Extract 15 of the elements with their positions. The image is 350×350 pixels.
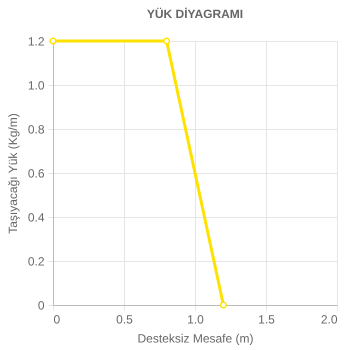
y-axis-title: Taşıyacağı Yük (Kg/m) (6, 113, 20, 234)
x-tick-label: 2.0 (320, 312, 338, 326)
x-tick-label: 1.0 (187, 312, 204, 326)
y-tick-label: 0 (38, 298, 45, 312)
x-tick-label: 1.5 (258, 312, 276, 326)
y-tick-label: 1.2 (28, 34, 45, 48)
y-tick-label: 0.2 (28, 254, 45, 268)
x-tick-label: 0 (54, 312, 60, 326)
x-tick-label: 0.5 (116, 312, 134, 326)
chart-title: YÜK DİYAGRAMI (146, 7, 244, 21)
y-tick-label: 0.4 (28, 210, 45, 224)
y-tick-label: 0.8 (28, 122, 45, 136)
x-axis-title: Desteksiz Mesafe (m) (137, 332, 254, 346)
y-tick-label: 1.0 (28, 78, 45, 92)
y-tick-label: 0.6 (28, 166, 45, 180)
